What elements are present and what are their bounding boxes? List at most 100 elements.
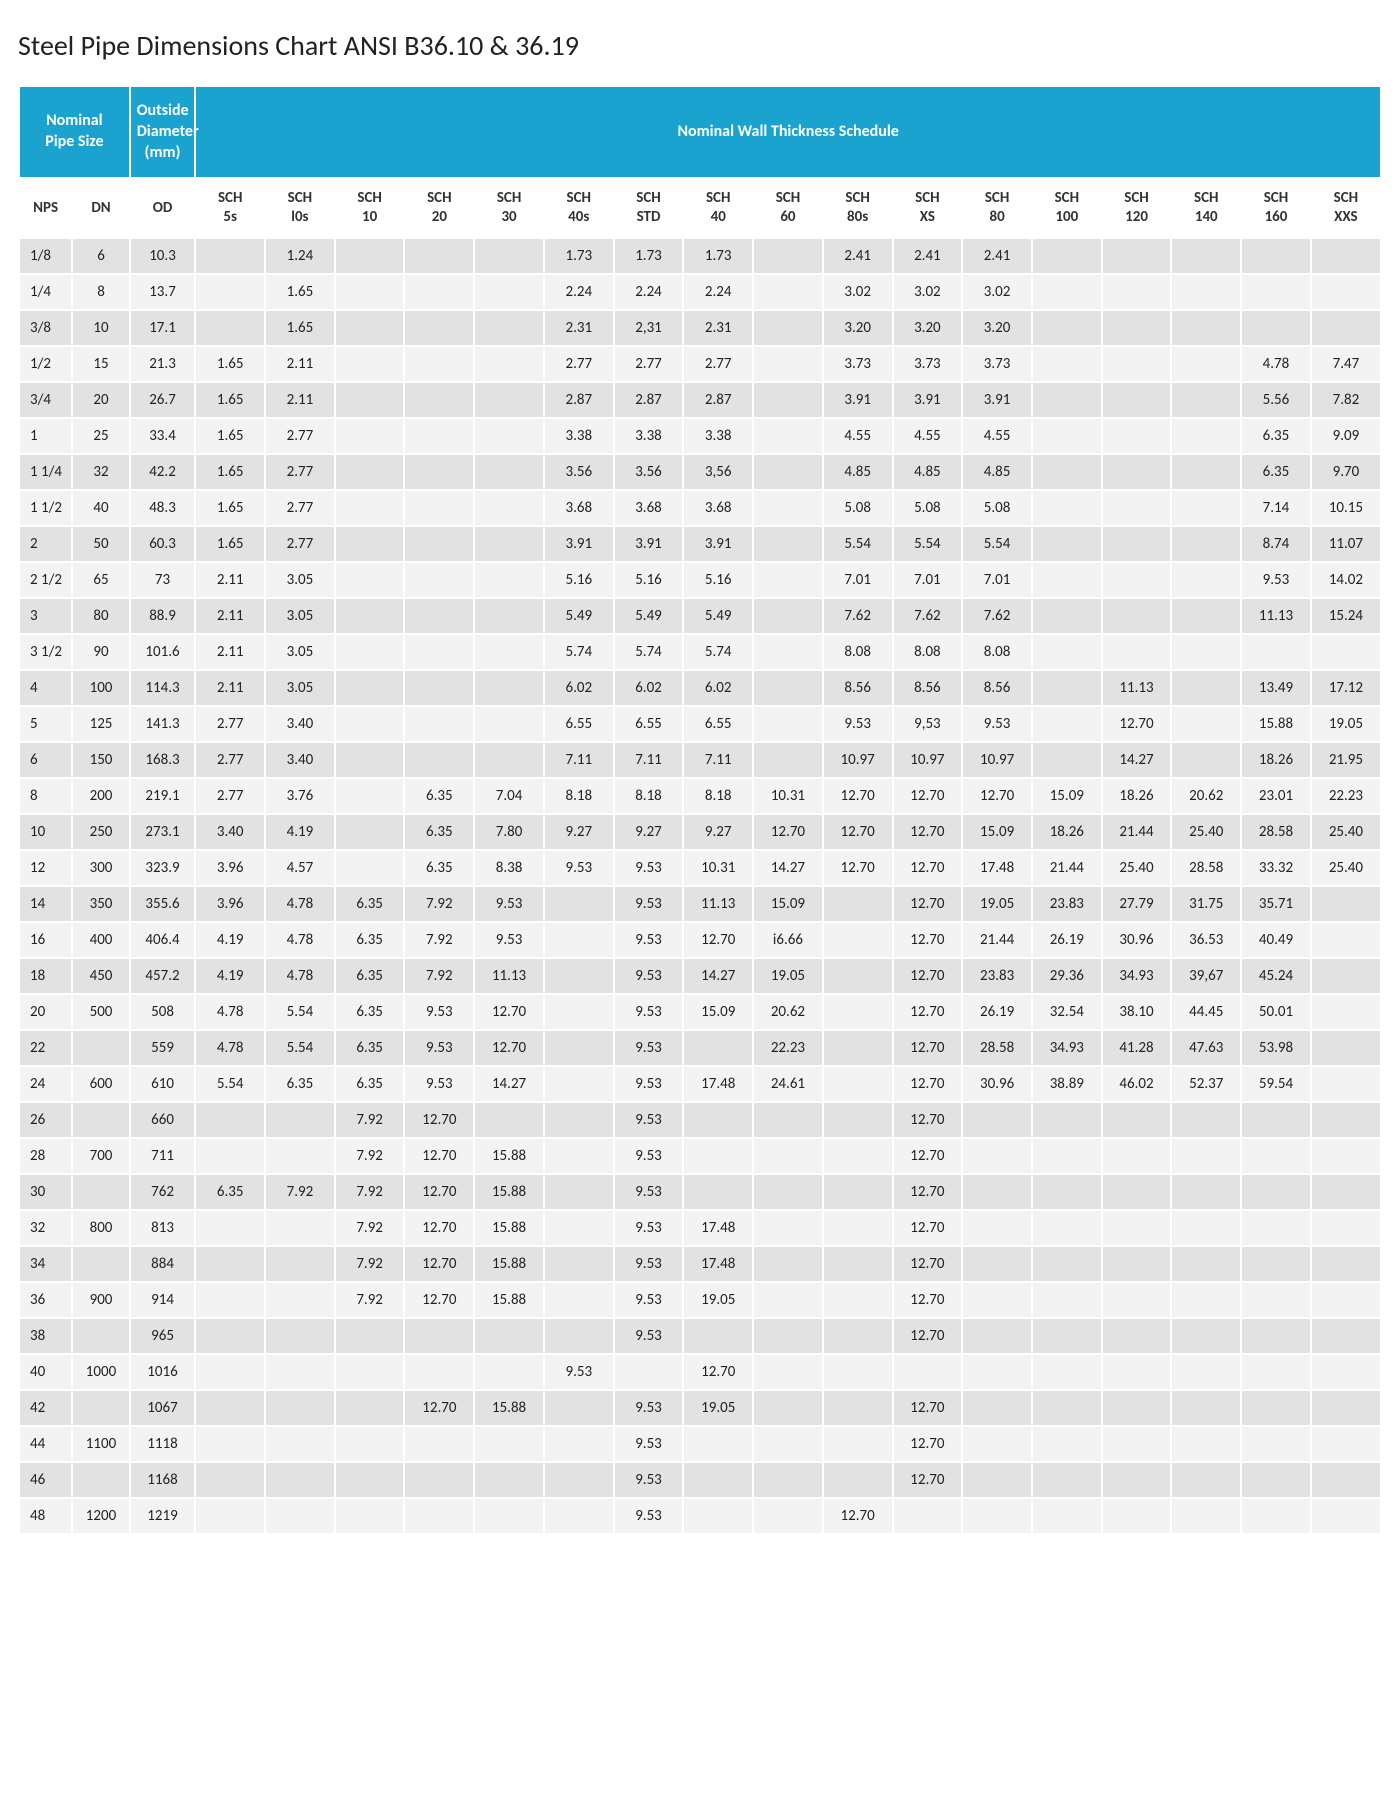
cell: 3.40	[266, 707, 334, 741]
cell: 700	[73, 1139, 128, 1173]
cell: 3.38	[545, 419, 613, 453]
cell: 7.92	[336, 1283, 404, 1317]
table-row: 14350355.63.964.786.357.929.539.5311.131…	[20, 887, 1380, 921]
cell: 6.02	[545, 671, 613, 705]
cell	[754, 1211, 822, 1245]
cell	[405, 1427, 473, 1461]
cell: 9.53	[615, 1031, 683, 1065]
cell: 5.54	[196, 1067, 264, 1101]
cell: 35.71	[1242, 887, 1310, 921]
cell: 3.68	[615, 491, 683, 525]
cell: 80	[73, 599, 128, 633]
cell	[1312, 1499, 1380, 1533]
cell: 450	[73, 959, 128, 993]
cell	[405, 1463, 473, 1497]
cell: 5.56	[1242, 383, 1310, 417]
cell	[1172, 707, 1240, 741]
cell: 6.02	[615, 671, 683, 705]
cell	[824, 1103, 892, 1137]
cell: 114.3	[131, 671, 195, 705]
cell: 12.70	[963, 779, 1031, 813]
cell: 15.09	[963, 815, 1031, 849]
cell: 15.24	[1312, 599, 1380, 633]
cell: 27.79	[1103, 887, 1171, 921]
cell	[475, 1499, 543, 1533]
cell	[336, 779, 404, 813]
cell	[824, 995, 892, 1029]
cell: 36	[20, 1283, 71, 1317]
cell: 65	[73, 563, 128, 597]
cell	[963, 1391, 1031, 1425]
col-header-4: SCHl0s	[266, 179, 334, 237]
cell: 2.11	[266, 347, 334, 381]
cell: 3.38	[684, 419, 752, 453]
cell	[1242, 275, 1310, 309]
cell	[405, 275, 473, 309]
col-header-7: SCH30	[475, 179, 543, 237]
cell: 8.08	[824, 635, 892, 669]
cell	[824, 1391, 892, 1425]
cell: 6.35	[405, 815, 473, 849]
cell: 9.53	[545, 851, 613, 885]
cell: 6.35	[336, 1031, 404, 1065]
cell: 4.78	[266, 923, 334, 957]
cell: 44.45	[1172, 995, 1240, 1029]
cell: 4.85	[824, 455, 892, 489]
cell: 6.35	[336, 887, 404, 921]
cell	[1312, 311, 1380, 345]
cell: 12.70	[894, 815, 962, 849]
cell: 600	[73, 1067, 128, 1101]
cell	[1103, 1139, 1171, 1173]
cell: 9.53	[615, 851, 683, 885]
cell	[1312, 275, 1380, 309]
cell	[754, 275, 822, 309]
cell	[1103, 1283, 1171, 1317]
cell: 11.13	[684, 887, 752, 921]
cell	[1172, 455, 1240, 489]
cell	[1242, 1463, 1310, 1497]
cell	[405, 671, 473, 705]
table-row: 1 1/24048.31.652.773.683.683.685.085.085…	[20, 491, 1380, 525]
cell: 7.80	[475, 815, 543, 849]
cell: 15.09	[684, 995, 752, 1029]
cell: 11.13	[1242, 599, 1310, 633]
cell: 3.40	[196, 815, 264, 849]
cell: 12.70	[894, 1427, 962, 1461]
col-header-19: SCHXXS	[1312, 179, 1380, 237]
cell	[266, 1103, 334, 1137]
cell	[336, 455, 404, 489]
cell	[336, 1319, 404, 1353]
cell	[824, 1031, 892, 1065]
cell	[336, 671, 404, 705]
cell: 60.3	[131, 527, 195, 561]
cell	[1033, 1283, 1101, 1317]
cell	[475, 635, 543, 669]
cell	[475, 383, 543, 417]
cell: 19.05	[684, 1283, 752, 1317]
cell	[1312, 1175, 1380, 1209]
table-row: 48120012199.5312.70	[20, 1499, 1380, 1533]
cell: 3.02	[824, 275, 892, 309]
cell	[754, 1283, 822, 1317]
cell	[475, 347, 543, 381]
cell: 2.77	[266, 527, 334, 561]
cell	[1172, 743, 1240, 777]
cell: 7.92	[336, 1139, 404, 1173]
cell: 4.85	[894, 455, 962, 489]
cell	[336, 383, 404, 417]
cell: 7.62	[894, 599, 962, 633]
cell	[73, 1463, 128, 1497]
table-row: 1/21521.31.652.112.772.772.773.733.733.7…	[20, 347, 1380, 381]
cell: 2 1/2	[20, 563, 71, 597]
cell: 3.91	[963, 383, 1031, 417]
cell: 7.62	[824, 599, 892, 633]
table-row: 1 1/43242.21.652.773.563.563,564.854.854…	[20, 455, 1380, 489]
cell	[754, 383, 822, 417]
cell: 1.65	[196, 419, 264, 453]
cell: 7.92	[336, 1103, 404, 1137]
col-header-2: OD	[131, 179, 195, 237]
cell: 4.55	[894, 419, 962, 453]
cell	[475, 1103, 543, 1137]
cell: 3.20	[824, 311, 892, 345]
cell	[1033, 563, 1101, 597]
